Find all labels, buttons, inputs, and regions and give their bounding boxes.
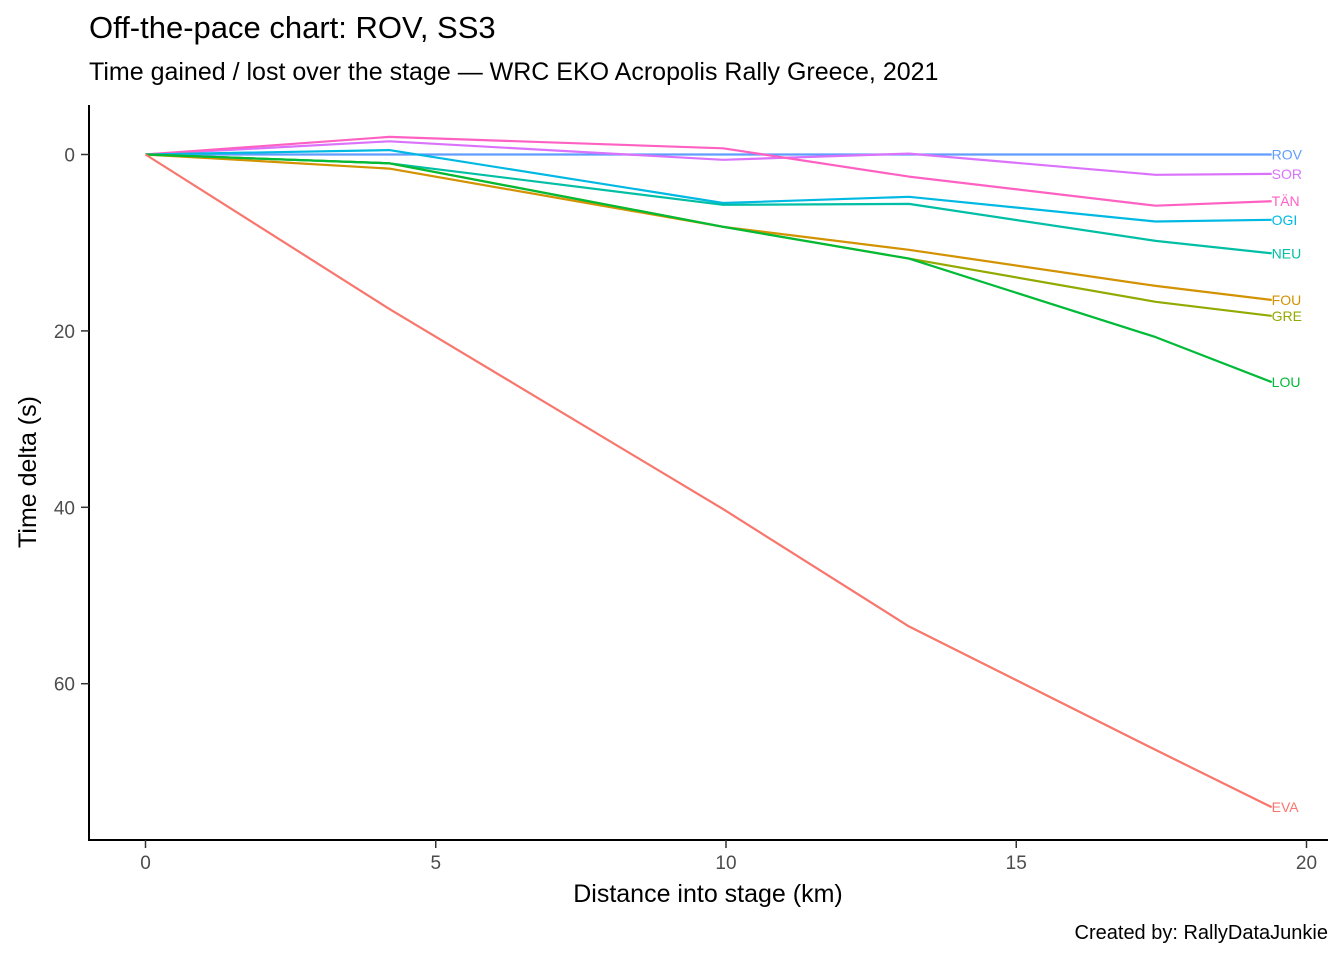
y-axis-label: Time delta (s)	[14, 396, 42, 548]
chart-subtitle: Time gained / lost over the stage — WRC …	[89, 58, 939, 86]
series-label-sor: SOR	[1272, 166, 1302, 182]
x-tick-label: 15	[1006, 853, 1027, 874]
series-label-fou: FOU	[1272, 292, 1302, 308]
x-tick-label: 0	[140, 853, 151, 874]
series-lines	[144, 135, 1273, 809]
axes	[88, 105, 1328, 841]
series-line-gre	[145, 153, 1272, 317]
series-label-lou: LOU	[1272, 374, 1301, 390]
series-label-ogi: OGI	[1272, 212, 1298, 228]
series-label-eva: EVA	[1272, 799, 1300, 815]
series-line-ogi	[145, 149, 1272, 223]
series-label-neu: NEU	[1272, 245, 1302, 261]
series-line-lou	[145, 153, 1273, 384]
caption: Created by: RallyDataJunkie	[1074, 922, 1328, 944]
x-tick-label: 10	[715, 853, 736, 874]
x-tick-label: 20	[1296, 853, 1317, 874]
series-line-sor	[145, 140, 1272, 176]
series-line-tän	[145, 135, 1272, 207]
y-ticks: 0 20 40 60	[54, 146, 89, 696]
y-tick-label: 40	[54, 498, 75, 519]
series-label-gre: GRE	[1272, 308, 1302, 324]
y-tick-label: 60	[54, 675, 75, 696]
x-axis-label: Distance into stage (km)	[573, 880, 843, 908]
series-label-tän: TÄN	[1272, 193, 1300, 209]
y-tick-label: 0	[64, 146, 75, 167]
chart-title: Off-the-pace chart: ROV, SS3	[89, 10, 496, 45]
x-ticks: 0 5 10 15 20	[140, 840, 1317, 874]
series-line-fou	[145, 153, 1272, 302]
series-line-eva	[144, 153, 1273, 809]
series-label-rov: ROV	[1272, 147, 1303, 163]
y-tick-label: 20	[54, 322, 75, 343]
x-tick-label: 5	[430, 853, 441, 874]
